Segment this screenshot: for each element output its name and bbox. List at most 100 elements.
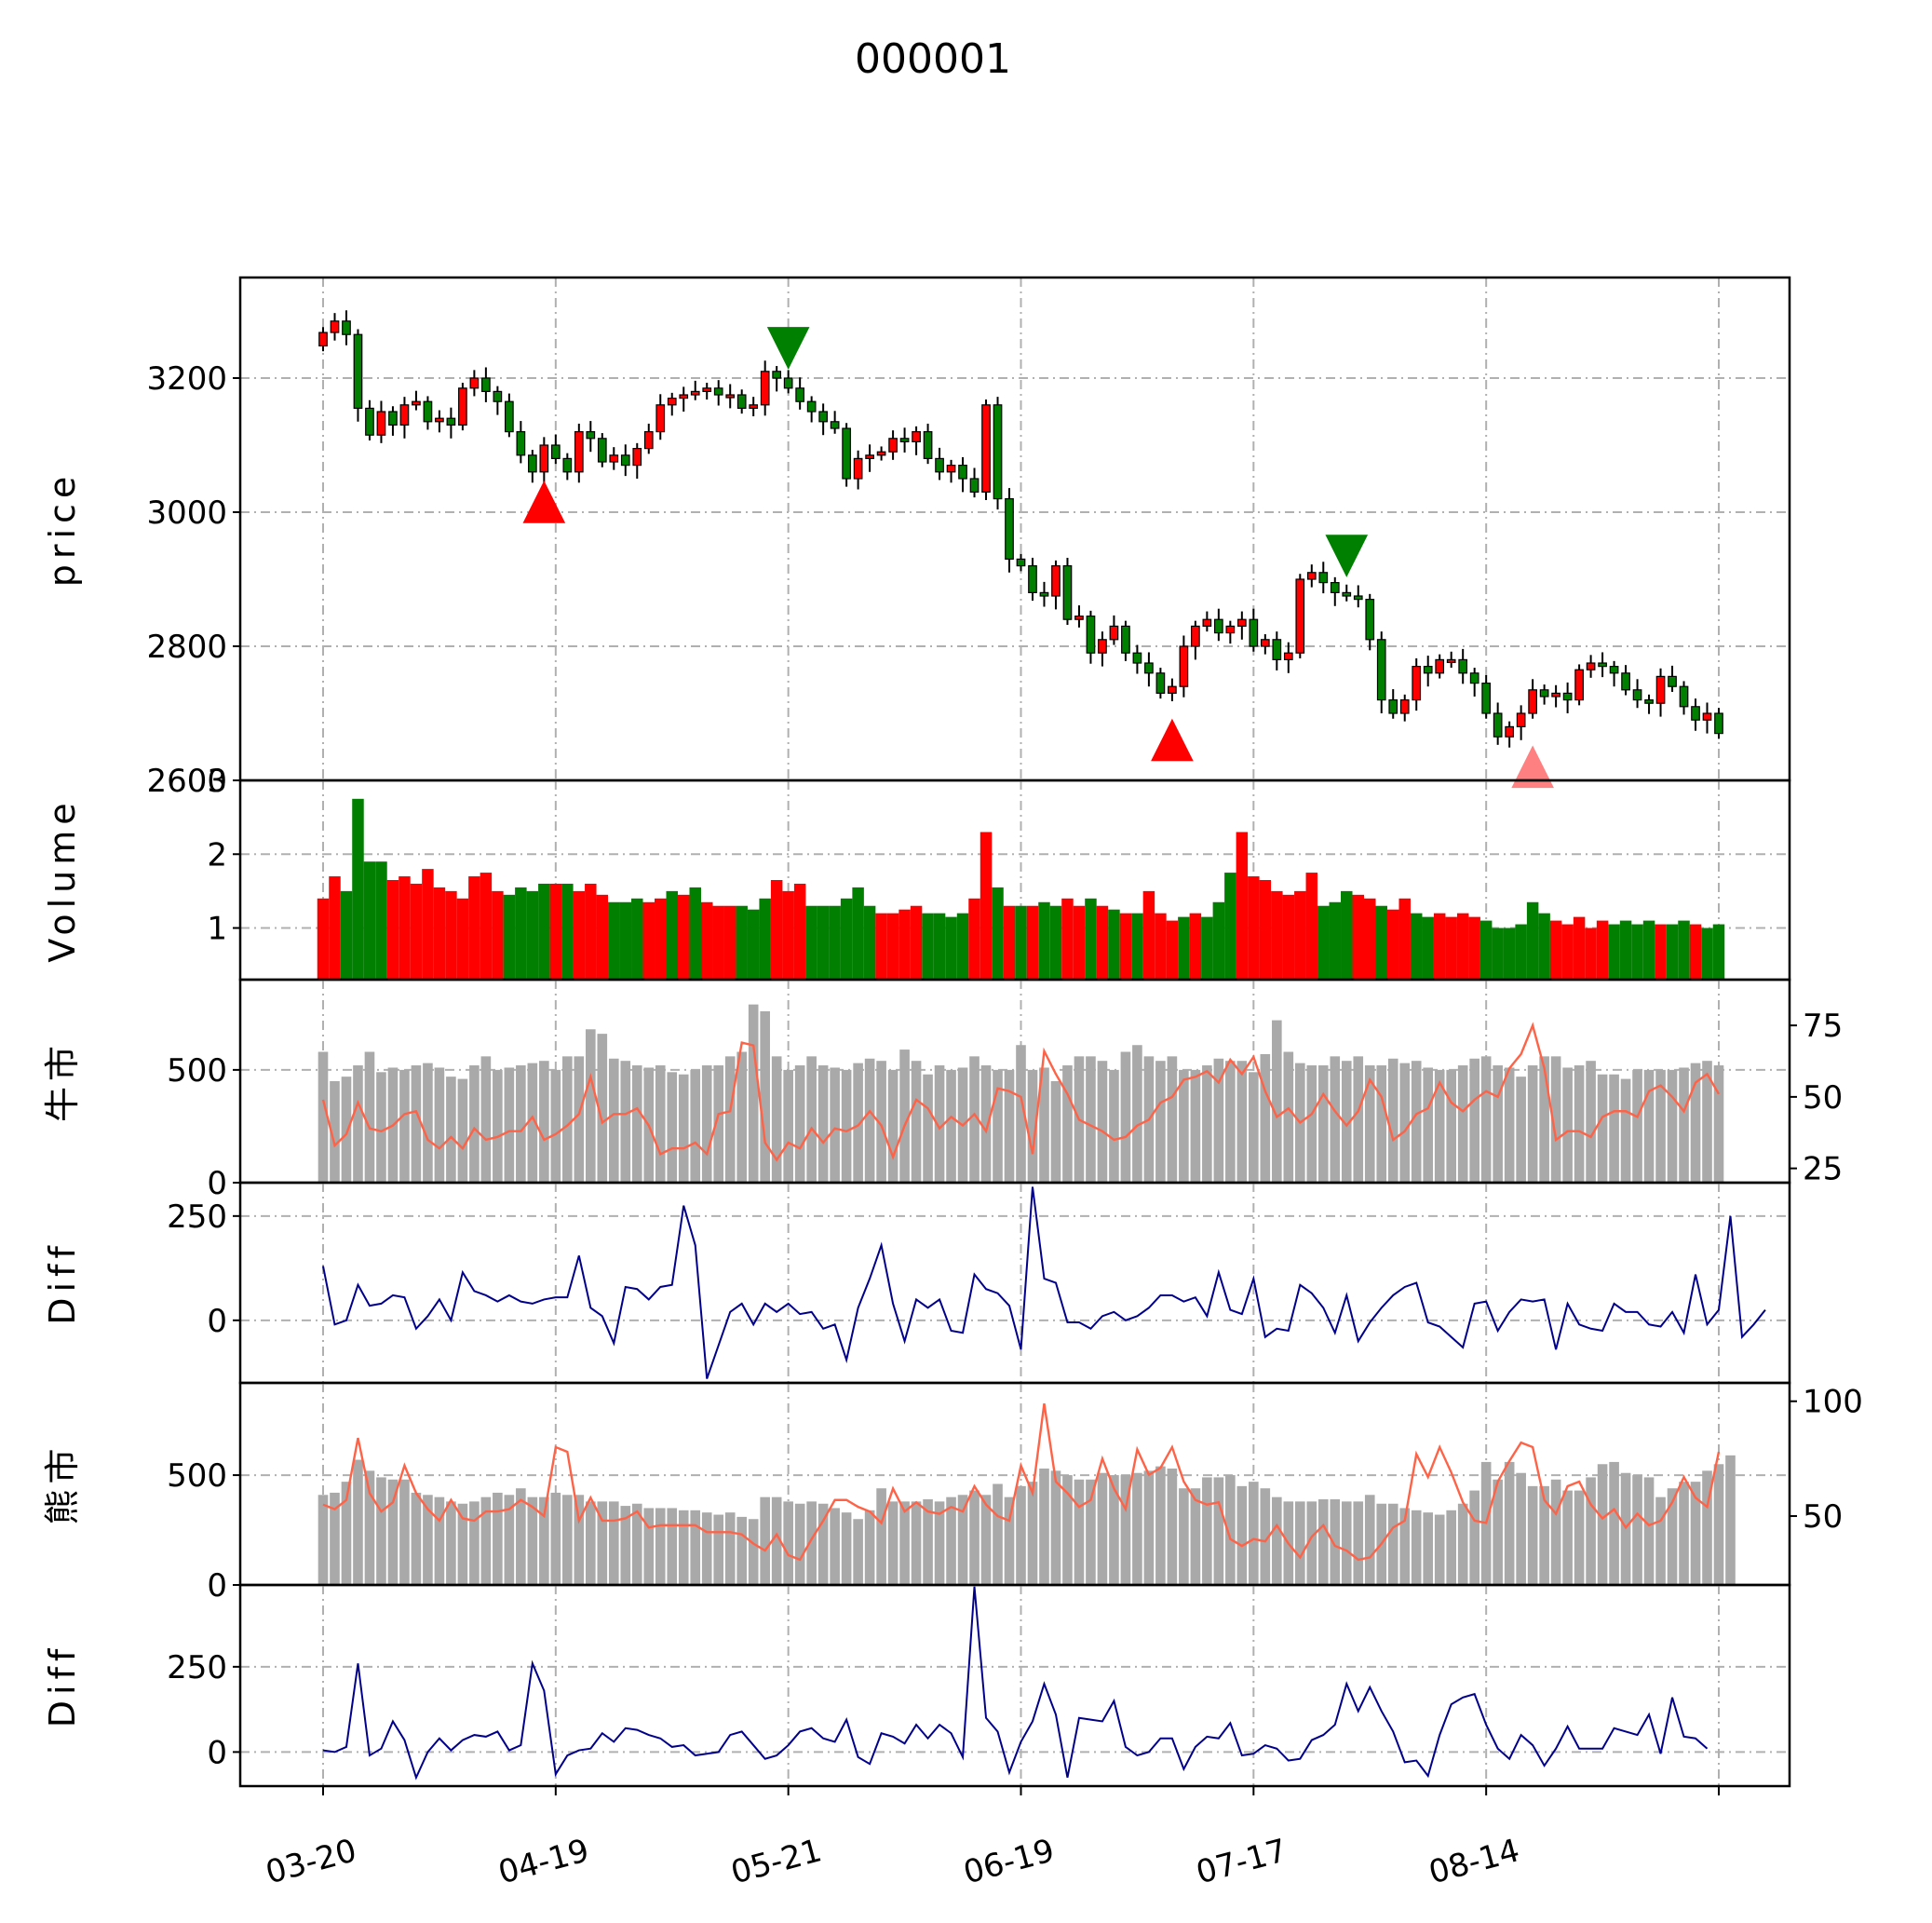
volume-bar [1666,924,1679,980]
count-bar [411,1492,422,1585]
candle-body [1260,639,1270,647]
candle-body [586,431,596,440]
candle-body [412,400,421,406]
ratio-line [321,1022,1721,1162]
count-bar [1434,1069,1445,1183]
volume-bar [561,883,574,980]
volume-bar [526,890,539,980]
volume-bar [782,890,794,980]
count-bar [1213,1477,1224,1585]
count-bar [1202,1065,1212,1183]
count-bar [841,1512,852,1585]
volume-bar [1119,913,1132,980]
count-bar [1027,1069,1038,1183]
volume-bar [980,832,993,980]
candle-body [1481,682,1492,714]
count-bar [1434,1514,1445,1585]
count-bar [1632,1475,1642,1585]
count-bar [457,1078,468,1183]
count-bar [457,1503,468,1585]
volume-bar [1294,890,1306,980]
count-bar [387,1479,399,1585]
candle-body [655,404,666,433]
candle-body [1516,712,1526,727]
count-bar [1353,1501,1364,1585]
candle-body [353,333,363,410]
volume-bar [456,898,469,980]
y-tick-label: 2600 [146,763,227,800]
count-bar [1086,1056,1096,1183]
count-bar [771,1496,782,1585]
candle-body [1505,725,1514,738]
candle-body [1562,692,1573,701]
x-tick-label: 05-21 [727,1832,826,1891]
y-tick-label: 1 [207,911,227,948]
count-bar [1167,1056,1178,1183]
volume-bar [898,909,911,980]
count-bar [667,1508,678,1585]
count-bar [539,1061,549,1183]
candle-body [399,404,410,426]
volume-bar [1410,913,1423,980]
candle-body [1098,639,1107,654]
count-bar [946,1069,956,1183]
candle-body [993,404,1003,500]
count-bar [864,1510,875,1585]
count-bar [1702,1470,1712,1585]
candle-body [388,411,398,426]
candle-body [806,400,817,413]
count-bar [608,1058,619,1183]
candle-body [760,371,770,406]
count-bar [1097,1472,1108,1585]
panel-frame [238,1181,1791,1385]
count-bar [1143,1470,1155,1585]
candle-body [1621,672,1630,691]
count-bar [1004,1496,1015,1585]
count-bar [1225,1475,1236,1585]
buy-signal-marker [1511,745,1554,789]
count-bar [794,1065,805,1183]
candle-body [1214,618,1223,634]
volume-bar [1201,916,1213,980]
volume-bar [1445,916,1457,980]
count-bar [771,1056,782,1183]
candle-body [679,394,689,399]
count-bar [1283,1051,1294,1183]
candle-body [481,377,491,392]
count-bar [1364,1065,1375,1183]
count-bar [690,1069,701,1183]
count-bar [1586,1061,1596,1183]
volume-bar [817,905,830,980]
count-bar [876,1488,886,1585]
volume-bar [433,887,446,980]
count-bar [620,1061,631,1183]
count-bar [539,1496,549,1585]
count-bar [631,1503,642,1585]
count-bar [1074,1479,1085,1585]
sell-signal-marker [1325,535,1369,577]
count-bar [1679,1482,1689,1585]
count-bar [911,1061,922,1183]
candle-body [795,387,805,402]
x-tick-label: 04-19 [494,1832,593,1891]
count-bar [1725,1455,1736,1585]
candle-body [1295,578,1305,654]
panel-frame [238,276,1791,782]
candle-body [899,438,910,442]
candle-body [1493,712,1503,738]
count-bar [1213,1058,1224,1183]
count-bar [1527,1065,1538,1183]
volume-bar [886,913,899,980]
count-bar [724,1512,736,1585]
count-bar [1225,1061,1236,1183]
buy-signal-marker [522,481,566,523]
candle-body [1236,618,1247,628]
volume-bar [399,876,411,980]
count-bar [887,1501,898,1585]
volume-bar [363,861,376,980]
y-axis-label: 熊市 [42,1442,83,1524]
volume-bar [538,883,550,980]
candle-body [550,444,561,459]
count-bar [1249,1072,1259,1183]
